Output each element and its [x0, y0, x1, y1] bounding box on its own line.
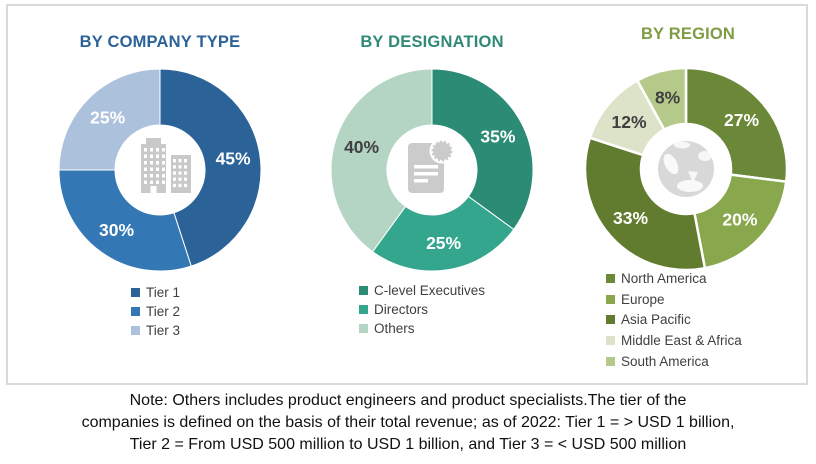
chart-group-company-type: BY COMPANY TYPE 45% 30% 25% Tier 1 Tier 2 Ti…: [10, 0, 310, 380]
legend-swatch: [131, 326, 140, 335]
donut-chart-designation: 35% 25% 40%: [330, 68, 534, 272]
legend-label: C-level Executives: [374, 283, 486, 298]
legend-swatch: [359, 324, 368, 333]
buildings-icon: [141, 138, 191, 193]
legend-swatch: [359, 305, 368, 314]
legend-item-tier-2: Tier 2: [131, 302, 180, 321]
donut-chart-region: 27% 20% 33% 12% 8%: [583, 66, 789, 272]
slice-percent-label: 20%: [722, 210, 757, 230]
slice-percent-label: 40%: [344, 137, 379, 157]
slice-percent-label: 35%: [480, 126, 515, 146]
footnote-line-2: companies is defined on the basis of the…: [81, 414, 735, 431]
legend-item-middle-east-africa: Middle East & Africa: [606, 330, 742, 351]
legend-company-type: Tier 1 Tier 2 Tier 3: [131, 283, 180, 340]
legend-item-others: Others: [359, 319, 485, 338]
slice-percent-label: 27%: [724, 110, 759, 130]
legend-label: Tier 3: [146, 323, 181, 338]
legend-item-north-america: North America: [606, 268, 742, 289]
legend-swatch: [606, 273, 615, 283]
donut-slice-north-america: [684, 66, 789, 184]
footnote-line-1: Note: Others includes product engineers …: [129, 392, 687, 409]
legend-designation: C-level Executives Directors Others: [359, 281, 485, 338]
donut-slice-directors: [371, 195, 515, 272]
donut-slice-c-level-executives: [431, 68, 534, 231]
donut-slice-tier-1: [159, 68, 262, 267]
donut-slice-asia-pacific: [583, 136, 707, 272]
donut-slice-others: [330, 68, 433, 253]
globe-icon: [658, 141, 714, 197]
donut-slice-south-america: [635, 66, 688, 132]
legend-label: South America: [621, 354, 709, 370]
footnote: Note: Others includes product engineers …: [0, 390, 816, 456]
legend-item-directors: Directors: [359, 300, 485, 319]
legend-item-tier-1: Tier 1: [131, 283, 180, 302]
legend-label: Tier 1: [146, 285, 181, 300]
legend-swatch: [606, 315, 615, 325]
slice-percent-label: 45%: [216, 148, 251, 168]
chart-group-designation: BY DESIGNATION 35% 25% 40% C-level Executi…: [282, 0, 582, 380]
chart-title-company-type: BY COMPANY TYPE: [79, 33, 241, 51]
legend-swatch: [131, 288, 140, 297]
donut-slice-europe: [692, 173, 788, 270]
legend-label: Middle East & Africa: [621, 333, 742, 349]
chart-title-region: BY REGION: [640, 25, 736, 43]
legend-label: Asia Pacific: [621, 312, 691, 328]
legend-swatch: [606, 336, 615, 346]
legend-swatch: [131, 307, 140, 316]
donut-slice-tier-2: [58, 169, 192, 272]
legend-label: North America: [621, 270, 707, 286]
legend-item-south-america: South America: [606, 351, 742, 372]
legend-item-c-level-executives: C-level Executives: [359, 281, 485, 300]
document-badge-icon: [408, 138, 455, 193]
legend-region: North America Europe Asia Pacific Middle Ea…: [606, 268, 742, 372]
legend-label: Europe: [621, 291, 665, 307]
legend-swatch: [606, 357, 615, 367]
slice-percent-label: 25%: [90, 108, 125, 128]
chart-title-designation: BY DESIGNATION: [360, 33, 504, 51]
slice-percent-label: 33%: [613, 208, 648, 228]
donut-chart-company-type: 45% 30% 25%: [58, 68, 262, 272]
legend-item-europe: Europe: [606, 289, 742, 310]
legend-label: Others: [374, 321, 415, 336]
legend-swatch: [606, 294, 615, 304]
footnote-line-3: Tier 2 = From USD 500 million to USD 1 b…: [129, 436, 687, 453]
legend-label: Tier 2: [146, 304, 181, 319]
chart-group-region: BY REGION 27% 20% 33% 12% 8% North America Eu…: [538, 0, 816, 380]
slice-percent-label: 12%: [611, 112, 646, 132]
donut-slice-tier-3: [58, 68, 161, 171]
legend-label: Directors: [374, 302, 429, 317]
slice-percent-label: 30%: [99, 220, 134, 240]
legend-item-tier-3: Tier 3: [131, 321, 180, 340]
slice-percent-label: 8%: [655, 87, 681, 107]
legend-item-asia-pacific: Asia Pacific: [606, 310, 742, 331]
legend-swatch: [359, 286, 368, 295]
slice-percent-label: 25%: [426, 233, 461, 253]
